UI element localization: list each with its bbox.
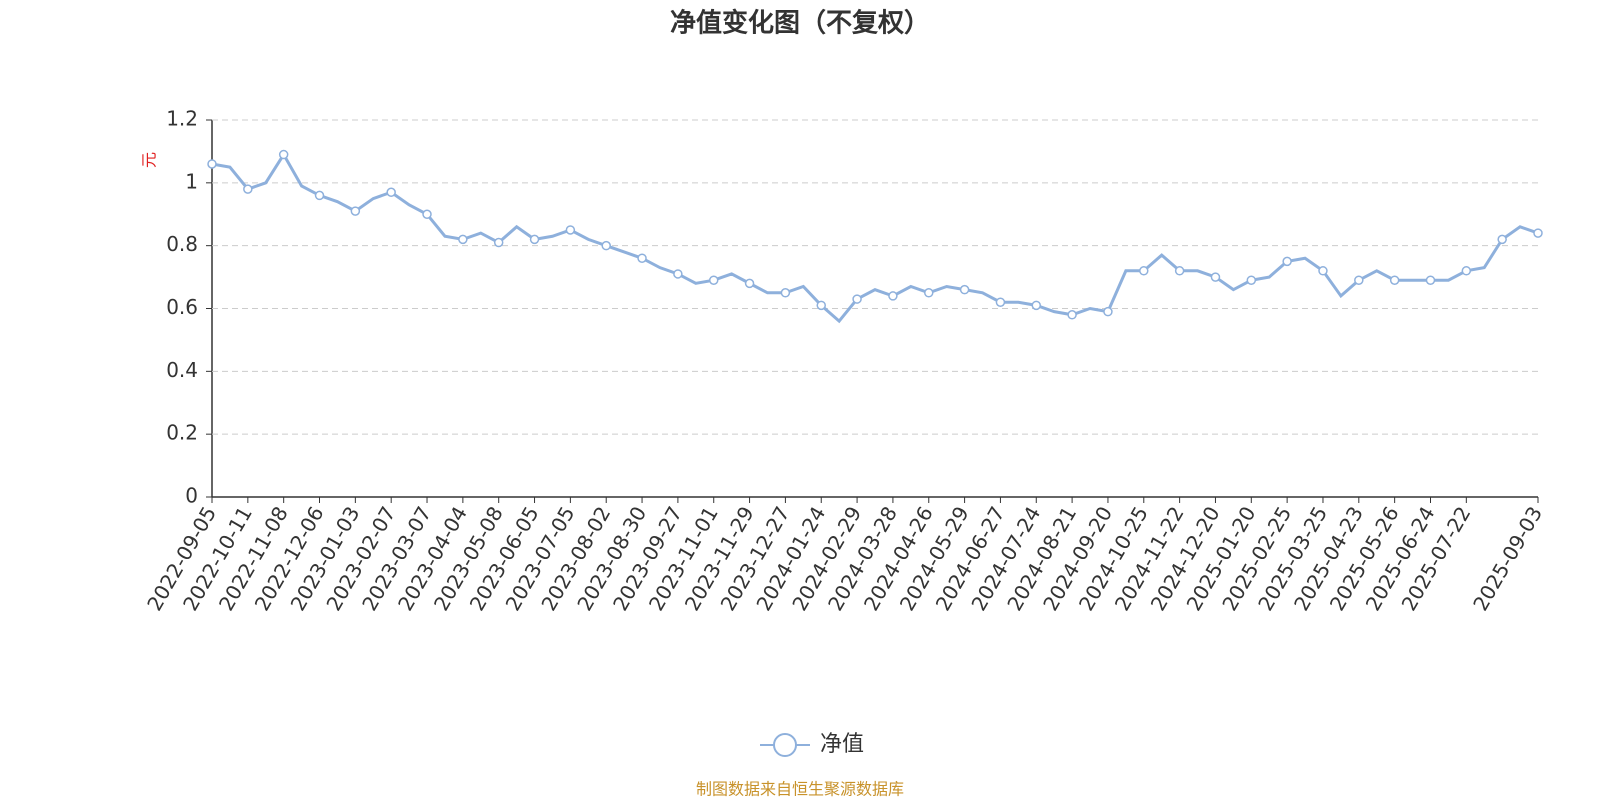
point-marker	[888, 291, 898, 301]
data-line	[211, 151, 1539, 324]
point-marker	[422, 209, 432, 219]
legend-marker	[773, 733, 797, 757]
point-marker	[1282, 256, 1292, 267]
point-marker	[852, 294, 862, 304]
point-marker	[1461, 266, 1472, 276]
point-marker	[1067, 310, 1077, 320]
y-tick-label: 0.6	[166, 295, 198, 319]
point-marker	[924, 288, 934, 298]
point-marker	[601, 240, 611, 251]
point-marker	[637, 253, 647, 263]
point-marker	[386, 187, 396, 198]
point-marker	[708, 275, 719, 285]
source-note: 制图数据来自恒生聚源数据库	[696, 780, 904, 799]
y-tick-label: 0	[185, 484, 198, 508]
point-marker	[243, 184, 253, 194]
point-marker	[207, 159, 217, 169]
point-marker	[744, 278, 755, 289]
point-marker	[1425, 275, 1436, 285]
chart-title: 净值变化图（不复权）	[670, 8, 930, 39]
point-marker	[1389, 275, 1400, 285]
y-tick-label: 0.2	[166, 421, 198, 445]
point-marker	[314, 190, 325, 201]
y-axis-label: 元	[140, 152, 159, 168]
point-marker	[1497, 234, 1507, 245]
point-marker	[458, 234, 468, 245]
point-marker	[1174, 266, 1185, 276]
point-marker	[1103, 306, 1113, 317]
y-tick-label: 1.2	[166, 107, 198, 131]
point-marker	[1354, 275, 1364, 285]
point-marker	[565, 225, 576, 235]
point-marker	[816, 300, 826, 311]
point-marker	[673, 269, 683, 279]
point-marker	[1318, 266, 1328, 276]
point-marker	[780, 288, 791, 298]
legend-label: 净值	[820, 732, 864, 757]
point-marker	[995, 297, 1006, 307]
y-tick-label: 0.8	[166, 232, 198, 256]
point-marker	[278, 149, 289, 160]
point-marker	[493, 237, 504, 248]
point-marker	[1139, 266, 1149, 276]
x-tick-label: 2025-09-03	[1468, 502, 1547, 615]
point-marker	[529, 234, 540, 245]
point-marker	[1210, 272, 1221, 282]
point-marker	[350, 206, 361, 216]
point-marker	[1533, 228, 1543, 238]
point-marker	[1031, 300, 1042, 311]
y-tick-label: 0.4	[166, 358, 198, 382]
y-tick-label: 1	[185, 169, 198, 193]
point-marker	[1246, 275, 1257, 285]
point-marker	[959, 284, 970, 295]
